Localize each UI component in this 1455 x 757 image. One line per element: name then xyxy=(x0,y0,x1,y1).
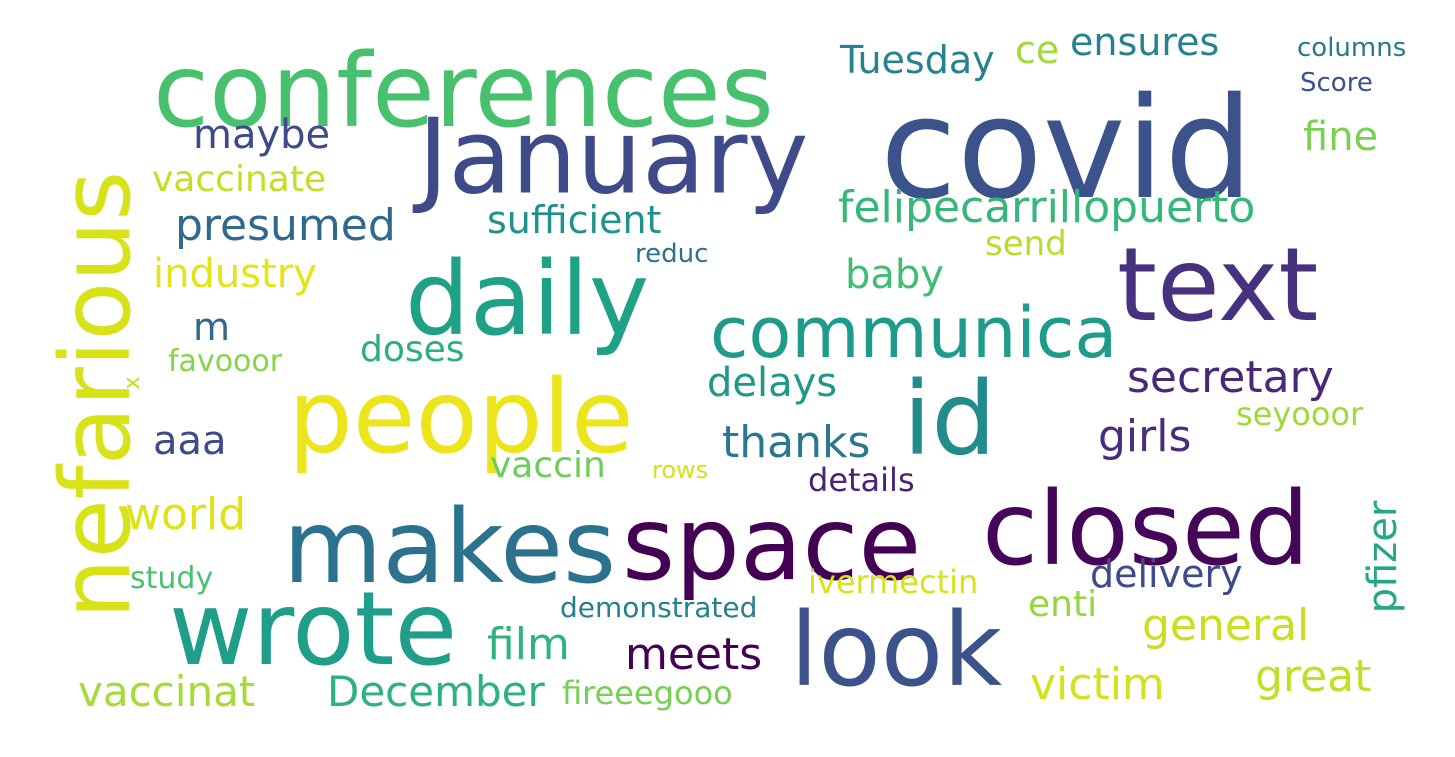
word-thanks: thanks xyxy=(722,417,871,468)
word-industry: industry xyxy=(153,251,317,297)
word-pfizer: pfizer xyxy=(1360,500,1406,614)
word-vaccin: vaccin xyxy=(490,445,606,486)
word-covid: covid xyxy=(880,68,1254,231)
word-maybe: maybe xyxy=(193,112,331,158)
word-world: world xyxy=(125,489,247,540)
word-ivermectin: ivermectin xyxy=(808,563,979,601)
word-favooor: favooor xyxy=(168,344,283,379)
word-wrote: wrote xyxy=(169,570,458,689)
word-communica: communica xyxy=(710,292,1118,374)
word-doses: doses xyxy=(360,329,465,370)
word-felipecarrillopuerto: felipecarrillopuerto xyxy=(838,182,1256,233)
word-x: x xyxy=(120,376,145,390)
word-meets: meets xyxy=(625,629,763,680)
word-demonstrated: demonstrated xyxy=(560,591,758,624)
word-daily: daily xyxy=(405,240,650,359)
word-ensures: ensures xyxy=(1070,20,1220,64)
word-text: text xyxy=(1117,226,1319,345)
word-makes: makes xyxy=(283,488,617,607)
word-baby: baby xyxy=(845,252,944,298)
word-score: Score xyxy=(1300,68,1373,98)
word-id: id xyxy=(903,360,997,479)
word-columns: columns xyxy=(1297,33,1407,63)
word-tuesday: Tuesday xyxy=(840,38,995,82)
word-rows: rows xyxy=(652,456,709,484)
word-presumed: presumed xyxy=(175,200,396,251)
word-reduc: reduc xyxy=(635,239,709,269)
word-send: send xyxy=(985,224,1067,264)
word-vaccinat: vaccinat xyxy=(78,667,256,716)
word-conferences: conferences xyxy=(153,32,774,151)
word-details: details xyxy=(808,461,915,499)
word-closed: closed xyxy=(982,470,1310,589)
word-girls: girls xyxy=(1098,411,1192,462)
word-december: December xyxy=(327,667,545,716)
word-people: people xyxy=(288,358,634,477)
word-ce: ce xyxy=(1015,28,1060,72)
word-seyooor: seyooor xyxy=(1236,395,1364,433)
word-secretary: secretary xyxy=(1127,352,1334,403)
word-victim: victim xyxy=(1030,659,1165,710)
word-delivery: delivery xyxy=(1090,552,1243,596)
word-nefarious: nefarious xyxy=(40,170,152,620)
word-film: film xyxy=(487,619,570,670)
word-fine: fine xyxy=(1303,114,1379,160)
word-great: great xyxy=(1255,651,1372,702)
word-sufficient: sufficient xyxy=(487,198,662,242)
word-look: look xyxy=(790,591,1003,710)
word-m: m xyxy=(193,305,231,349)
word-delays: delays xyxy=(707,360,838,406)
word-enti: enti xyxy=(1028,584,1098,625)
word-january: January xyxy=(418,97,809,218)
word-general: general xyxy=(1142,600,1310,651)
word-vaccinate: vaccinate xyxy=(152,159,327,200)
word-study: study xyxy=(130,561,214,596)
word-space: space xyxy=(622,485,922,604)
word-fireeegooo: fireeegooo xyxy=(562,674,733,712)
word-aaa: aaa xyxy=(153,418,227,464)
